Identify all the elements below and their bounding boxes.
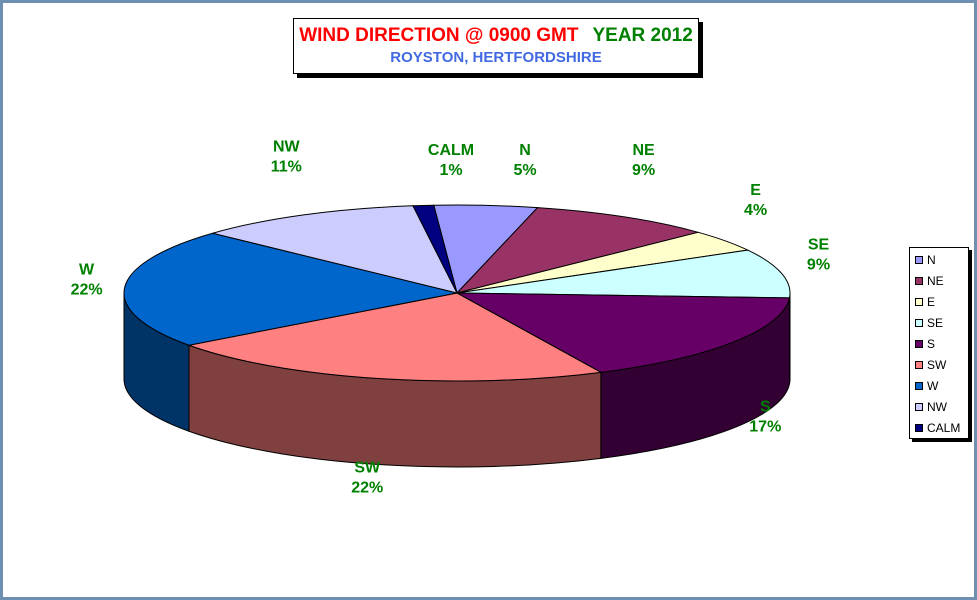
pie-slice-nw [210, 205, 458, 294]
legend-swatch [915, 298, 923, 306]
legend-item-e: E [915, 295, 935, 309]
chart-title: WIND DIRECTION @ 0900 GMT YEAR 2012 [294, 25, 698, 47]
pie-label-se: SE 9% [807, 237, 830, 274]
pie-slice-sw [187, 292, 603, 382]
pie-label-value: 1% [439, 162, 462, 179]
pie-label-name: N [519, 142, 531, 159]
pie-label-nw: NW 11% [271, 139, 302, 176]
legend-label: N [927, 253, 936, 267]
pie-label-name: CALM [428, 142, 474, 159]
pie-slice-calm [412, 204, 458, 294]
chart-title-year: YEAR 2012 [592, 25, 693, 46]
legend-item-w: W [915, 379, 938, 393]
pie-sides [123, 292, 791, 468]
legend-item-calm: CALM [915, 421, 960, 435]
pie-label-s: S 17% [749, 398, 781, 435]
pie-label-name: W [79, 262, 95, 279]
pie-label-w: W 22% [71, 262, 103, 299]
pie-label-value: 11% [271, 159, 302, 176]
pie-label-name: SE [808, 237, 830, 254]
pie-slice-w [123, 232, 458, 346]
pie-label-name: S [760, 398, 771, 415]
pie-labels: N 5% NE 9% E 4% SE 9% S 17% SW 22% W 22% NW 11% CALM 1% [71, 139, 830, 497]
chart-title-main: WIND DIRECTION @ 0900 GMT [299, 25, 579, 46]
legend-swatch [915, 361, 923, 369]
pie-label-n: N 5% [513, 142, 536, 179]
pie-label-ne: NE 9% [632, 142, 655, 179]
legend: N NE E SE S SW W NW CALM [909, 247, 969, 439]
legend-label: E [927, 295, 936, 309]
pie-label-value: 9% [632, 162, 655, 179]
pie-label-value: 22% [71, 282, 103, 299]
pie-label-name: NW [273, 139, 301, 156]
legend-item-ne: NE [915, 274, 944, 288]
legend-item-n: N [915, 253, 936, 267]
pie-label-name: NE [633, 142, 656, 159]
chart-subtitle: ROYSTON, HERTFORDSHIRE [390, 49, 602, 66]
pie-slice-s [456, 292, 791, 373]
pie-label-name: E [750, 182, 761, 199]
legend-swatch [915, 403, 923, 411]
pie-label-name: SW [354, 460, 381, 477]
pie-slice-ne [455, 207, 701, 294]
legend-item-se: SE [915, 316, 943, 330]
pie-label-sw: SW 22% [351, 460, 383, 497]
legend-label: W [927, 379, 939, 393]
legend-swatch [915, 424, 923, 432]
pie-label-e: E 4% [744, 182, 767, 219]
legend-label: SW [927, 358, 947, 372]
legend-label: NW [927, 400, 947, 414]
legend-swatch [915, 340, 923, 348]
legend-label: SE [927, 316, 944, 330]
pie-label-value: 5% [513, 162, 536, 179]
legend-item-nw: NW [915, 400, 947, 414]
legend-label: NE [927, 274, 944, 288]
pie-label-value: 17% [749, 418, 781, 435]
pie-top [123, 204, 791, 382]
legend-swatch [915, 319, 923, 327]
pie-label-calm: CALM 1% [428, 142, 474, 179]
pie-label-value: 22% [351, 480, 383, 497]
legend-item-s: S [915, 337, 935, 351]
legend-swatch [915, 256, 923, 264]
legend-swatch [915, 382, 923, 390]
pie-label-value: 4% [744, 202, 767, 219]
pie-slice-se [456, 249, 791, 299]
chart-title-box: WIND DIRECTION @ 0900 GMT YEAR 2012 ROYST… [293, 18, 699, 74]
legend-item-sw: SW [915, 358, 946, 372]
legend-label: CALM [927, 421, 961, 435]
pie-label-value: 9% [807, 257, 830, 274]
legend-swatch [915, 277, 923, 285]
legend-label: S [927, 337, 936, 351]
